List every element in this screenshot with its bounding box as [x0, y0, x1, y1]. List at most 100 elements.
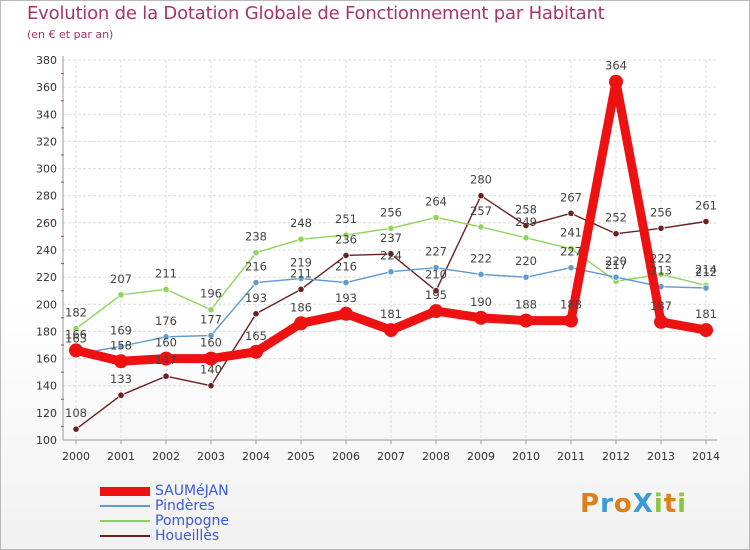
series-point-0 [204, 351, 218, 366]
data-label: 249 [515, 215, 537, 229]
series-point-3 [702, 217, 710, 226]
y-tick-label: 380 [36, 54, 57, 67]
x-tick-label: 2007 [377, 450, 405, 463]
data-label: 256 [650, 205, 672, 219]
x-tick-label: 2012 [602, 450, 630, 463]
series-point-2 [477, 223, 485, 231]
data-label: 193 [335, 291, 357, 305]
legend-label: SAUMéJAN [155, 483, 229, 499]
data-label: 214 [695, 262, 717, 276]
data-label: 222 [470, 251, 492, 265]
data-label: 169 [110, 323, 132, 337]
series-point-1 [522, 273, 530, 281]
series-point-1 [252, 278, 260, 287]
legend-label: Pompogne [155, 513, 229, 529]
series-point-0 [519, 313, 533, 328]
series-point-1 [477, 270, 485, 279]
data-label: 257 [470, 204, 492, 218]
data-label: 364 [605, 59, 627, 73]
data-label: 216 [335, 260, 357, 274]
x-tick-label: 2014 [692, 450, 720, 463]
x-tick-label: 2005 [287, 450, 315, 463]
data-label: 181 [695, 307, 717, 321]
series-point-2 [432, 213, 440, 222]
series-point-2 [207, 306, 215, 314]
data-label: 108 [65, 406, 87, 420]
y-tick-label: 100 [36, 434, 57, 447]
data-label: 227 [425, 245, 447, 259]
data-label: 193 [245, 291, 267, 305]
data-label: 220 [515, 254, 537, 268]
logo-letter: i [677, 489, 688, 519]
series-point-3 [432, 287, 440, 295]
data-label: 227 [560, 245, 582, 259]
data-label: 181 [380, 307, 402, 321]
series-point-0 [699, 323, 713, 338]
x-tick-label: 2006 [332, 450, 360, 463]
data-label: 166 [65, 327, 87, 341]
y-tick-label: 200 [36, 298, 57, 311]
series-point-3 [207, 382, 215, 390]
data-label: 158 [110, 338, 132, 352]
data-label: 210 [425, 268, 447, 282]
series-point-2 [252, 249, 260, 257]
series-point-3 [252, 310, 260, 318]
legend-swatch [100, 505, 150, 507]
series-point-1 [342, 278, 350, 287]
data-label: 196 [200, 287, 222, 301]
series-point-2 [162, 285, 170, 293]
series-point-1 [567, 264, 575, 272]
legend-label: Pindères [155, 498, 215, 514]
series-point-0 [429, 304, 443, 319]
series-point-1 [432, 264, 440, 272]
series-point-0 [159, 351, 173, 366]
data-label: 261 [695, 199, 717, 213]
x-tick-label: 2011 [557, 450, 585, 463]
series-point-2 [567, 245, 575, 253]
data-label: 280 [470, 173, 492, 187]
data-labels: 166 158 160 160 165 186 193 181 195 190 188 188 364 1… [65, 59, 717, 420]
series-point-0 [654, 314, 668, 329]
data-label: 163 [65, 332, 87, 346]
data-label: 211 [290, 266, 312, 280]
logo-letter: i [653, 489, 664, 519]
series-point-3 [612, 230, 620, 238]
series-point-3 [117, 391, 125, 399]
data-label: 216 [245, 260, 267, 274]
y-tick-label: 280 [36, 190, 57, 203]
data-label: 219 [290, 256, 312, 270]
series-point-0 [294, 316, 308, 331]
data-label: 258 [515, 203, 537, 217]
legend-swatch [100, 535, 150, 537]
series-point-2 [297, 235, 305, 243]
proxiti-logo: ProXiti [580, 489, 687, 519]
series-point-0 [384, 323, 398, 338]
chart-subtitle: (en € et par an) [27, 28, 114, 41]
x-tick-label: 2001 [107, 450, 135, 463]
series-point-0 [474, 310, 488, 325]
series-point-3 [477, 192, 485, 200]
data-label: 182 [65, 306, 87, 320]
data-label: 238 [245, 230, 267, 244]
series-point-1 [162, 333, 170, 341]
logo-letter: X [632, 489, 654, 519]
data-label: 237 [380, 231, 402, 245]
grid-lines [63, 59, 717, 441]
series-point-0 [564, 313, 578, 328]
data-label: 187 [650, 299, 672, 313]
y-tick-label: 340 [36, 108, 57, 121]
data-label: 264 [425, 194, 447, 208]
series-point-1 [612, 273, 620, 281]
x-tick-label: 2004 [242, 450, 270, 463]
x-tick-label: 2000 [62, 450, 90, 463]
series-point-3 [342, 251, 350, 260]
series-lines [69, 74, 713, 433]
series-point-2 [72, 325, 80, 333]
data-label: 188 [560, 298, 582, 312]
series-point-2 [342, 231, 350, 239]
data-label: 213 [650, 264, 672, 278]
series-point-1 [387, 268, 395, 276]
y-tick-label: 180 [36, 325, 57, 338]
series-point-3 [657, 224, 665, 232]
data-label: 224 [380, 249, 402, 263]
